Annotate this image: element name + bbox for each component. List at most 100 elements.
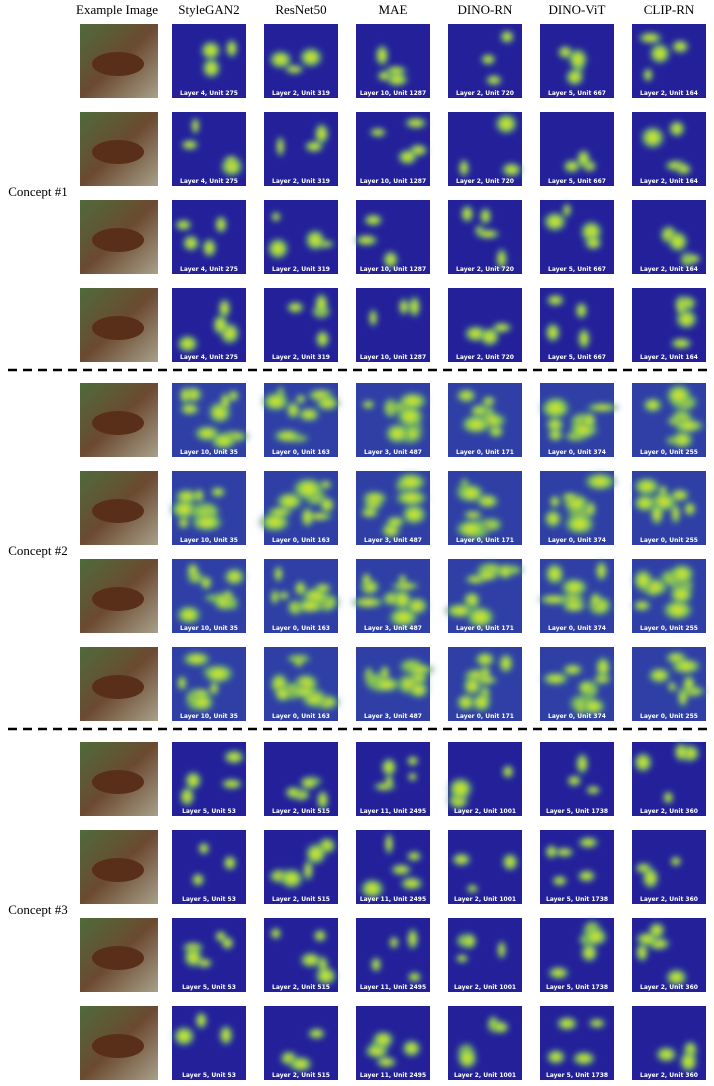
activation-blob — [267, 49, 294, 71]
activation-blob — [303, 227, 327, 253]
activation-blob — [668, 657, 704, 675]
activation-blob — [222, 566, 247, 587]
unit-label: Layer 5, Unit 667 — [548, 354, 606, 361]
activation-blob — [576, 868, 598, 884]
activation-blob — [474, 228, 502, 240]
heatmap: Layer 5, Unit 667 — [540, 112, 614, 186]
activation-blob — [306, 1027, 327, 1041]
horse — [92, 858, 144, 882]
activation-blob — [594, 655, 612, 680]
activation-blob — [194, 1010, 209, 1031]
activation-blob — [201, 236, 218, 259]
heatmap: Layer 0, Unit 163 — [257, 471, 338, 545]
activation — [536, 559, 614, 618]
horse — [92, 316, 144, 340]
activation-blob — [349, 595, 387, 610]
unit-label: Layer 2, Unit 164 — [640, 178, 698, 185]
activation — [269, 926, 339, 987]
activation — [542, 471, 619, 537]
activation-blob — [681, 673, 697, 694]
unit-label: Layer 10, Unit 35 — [180, 449, 238, 456]
unit-label: Layer 2, Unit 720 — [456, 90, 514, 97]
activation-blob — [668, 336, 694, 350]
heatmap: Layer 2, Unit 515 — [264, 918, 339, 992]
activation — [257, 475, 336, 534]
heatmap: Layer 2, Unit 515 — [264, 830, 338, 904]
unit-label: Layer 5, Unit 53 — [182, 808, 236, 815]
activation — [278, 1027, 327, 1074]
activation-blob — [669, 429, 696, 450]
activation-blob — [480, 395, 497, 408]
activation — [269, 564, 342, 617]
activation-blob — [275, 134, 286, 159]
concept-label: Concept #1 — [8, 184, 68, 199]
horse — [92, 675, 144, 699]
activation — [454, 387, 510, 439]
activation-blob — [383, 830, 395, 857]
activation-blob — [222, 588, 234, 604]
heatmap: Layer 2, Unit 164 — [632, 200, 706, 274]
activation — [638, 119, 693, 176]
heatmap: Layer 0, Unit 255 — [632, 382, 708, 457]
heatmap: Layer 0, Unit 171 — [448, 647, 522, 721]
activation — [446, 763, 515, 811]
activation-blob — [455, 1046, 479, 1071]
activation-blob — [198, 39, 223, 62]
activation — [452, 476, 505, 543]
activation-blob — [370, 1029, 396, 1050]
activation-blob — [574, 300, 589, 321]
heatmap: Layer 5, Unit 53 — [171, 1006, 246, 1080]
activation-blob — [367, 127, 389, 138]
activation — [265, 210, 337, 261]
unit-label: Layer 4, Unit 275 — [180, 90, 238, 97]
activation — [179, 115, 245, 179]
activation-blob — [190, 871, 206, 888]
unit-label: Layer 0, Unit 255 — [640, 625, 698, 632]
activation-blob — [223, 154, 239, 166]
concept-label: Concept #2 — [8, 543, 68, 558]
horse — [92, 1034, 144, 1058]
activation-blob — [388, 580, 423, 592]
heatmap: Layer 5, Unit 1738 — [540, 918, 614, 992]
activation-blob — [265, 236, 291, 261]
unit-label: Layer 10, Unit 1287 — [360, 354, 426, 361]
activation-blob — [296, 406, 322, 423]
activation-blob — [584, 784, 602, 796]
unit-label: Layer 0, Unit 171 — [456, 537, 514, 544]
heatmap: Layer 5, Unit 667 — [540, 288, 614, 362]
activation-blob — [581, 926, 610, 948]
unit-label: Layer 11, Unit 2495 — [360, 984, 426, 991]
heatmap: Layer 0, Unit 255 — [631, 559, 706, 633]
activation-blob — [221, 748, 247, 766]
activation — [198, 37, 239, 80]
activation-blob — [538, 396, 573, 421]
activation-blob — [461, 590, 482, 609]
activation — [479, 28, 516, 87]
activation-blob — [220, 935, 235, 951]
activation — [367, 294, 422, 329]
heatmap-bg — [448, 1006, 522, 1080]
unit-label: Layer 10, Unit 1287 — [360, 90, 426, 97]
activation-blob — [581, 471, 619, 492]
activation-blob — [172, 487, 201, 505]
activation-blob — [565, 774, 583, 788]
activation — [457, 111, 524, 179]
heatmap: Layer 2, Unit 319 — [264, 288, 338, 362]
activation — [360, 390, 430, 447]
activation-blob — [374, 1055, 399, 1069]
activation-blob — [211, 312, 230, 337]
heatmap: Layer 0, Unit 163 — [260, 383, 342, 457]
heatmap: Layer 2, Unit 720 — [448, 200, 522, 274]
activation-blob — [560, 662, 585, 677]
activation-blob — [674, 293, 687, 319]
activation-blob — [579, 942, 600, 964]
activation-blob — [283, 785, 303, 800]
activation-blob — [588, 590, 603, 609]
activation — [668, 293, 700, 350]
activation-blob — [468, 404, 490, 417]
activation — [646, 650, 709, 709]
activation-blob — [454, 953, 470, 964]
activation-blob — [580, 411, 598, 430]
activation-blob — [667, 562, 697, 586]
activation-blob — [200, 663, 236, 685]
